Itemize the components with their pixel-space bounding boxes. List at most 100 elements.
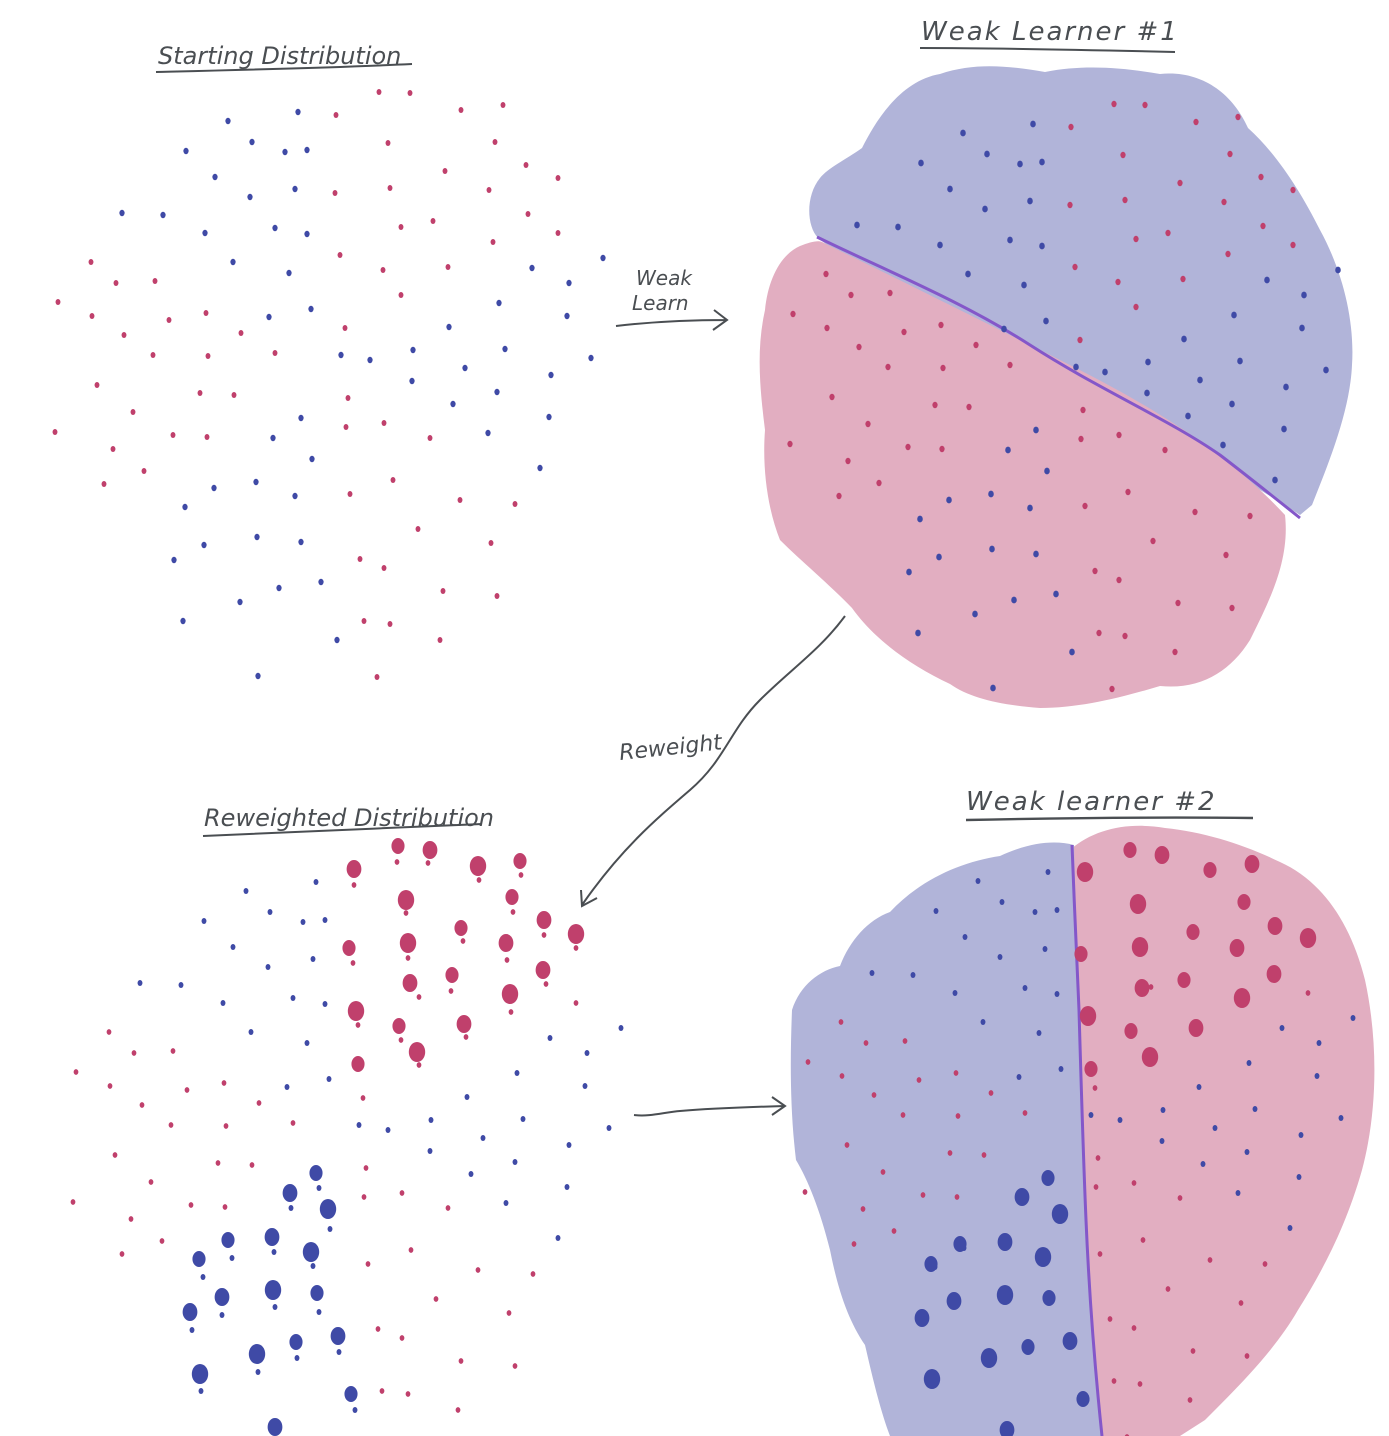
red-point bbox=[394, 859, 400, 865]
red-point bbox=[573, 945, 579, 951]
blue-point bbox=[1054, 907, 1060, 913]
blue-point bbox=[326, 1076, 332, 1082]
blue-point bbox=[292, 492, 298, 500]
blue-point bbox=[946, 496, 952, 504]
blue-point bbox=[468, 1171, 474, 1177]
red-point bbox=[940, 364, 946, 372]
red-point bbox=[355, 1022, 361, 1028]
blue-point bbox=[180, 617, 186, 625]
blue-point bbox=[336, 1349, 342, 1355]
weak-learn-label-line1: Weak bbox=[636, 266, 693, 290]
blue-point bbox=[869, 970, 875, 976]
red-point bbox=[494, 593, 500, 599]
blue-point bbox=[171, 556, 177, 564]
red-point bbox=[938, 321, 944, 329]
red-point bbox=[381, 565, 387, 571]
blue-point bbox=[1016, 1074, 1022, 1080]
blue-point bbox=[334, 636, 340, 644]
red-point bbox=[148, 1179, 154, 1185]
red-point bbox=[475, 1267, 481, 1273]
red-point bbox=[1207, 1257, 1213, 1263]
weighted-red-point bbox=[1154, 846, 1170, 864]
weighted-blue-point bbox=[997, 1233, 1013, 1251]
blue-point bbox=[338, 351, 344, 359]
red-point bbox=[802, 1189, 808, 1195]
blue-point bbox=[254, 533, 260, 541]
weighted-red-point bbox=[1076, 862, 1094, 882]
blue-point bbox=[1027, 197, 1033, 205]
red-point bbox=[405, 1391, 411, 1397]
blue-point bbox=[1027, 504, 1033, 512]
red-point bbox=[1177, 179, 1183, 187]
blue-point bbox=[999, 899, 1005, 905]
blue-point bbox=[1296, 1174, 1302, 1180]
red-point bbox=[89, 313, 95, 319]
red-point bbox=[1022, 1110, 1028, 1116]
red-point bbox=[221, 1080, 227, 1086]
red-point bbox=[379, 1388, 385, 1394]
blue-point bbox=[600, 254, 606, 262]
red-point bbox=[101, 481, 107, 487]
weighted-red-point bbox=[408, 1042, 426, 1062]
blue-point bbox=[588, 354, 594, 362]
red-point bbox=[458, 1358, 464, 1364]
red-point bbox=[490, 239, 496, 245]
blue-point bbox=[566, 1142, 572, 1148]
blue-point bbox=[160, 211, 166, 219]
blue-point bbox=[1338, 1115, 1344, 1121]
red-point bbox=[829, 393, 835, 401]
blue-point bbox=[1117, 1117, 1123, 1123]
blue-point bbox=[962, 934, 968, 940]
red-point bbox=[1192, 508, 1198, 516]
blue-point bbox=[367, 356, 373, 364]
blue-point bbox=[1200, 1161, 1206, 1167]
red-point bbox=[901, 328, 907, 336]
red-point bbox=[387, 185, 393, 191]
blue-point bbox=[1017, 160, 1023, 168]
blue-point bbox=[1073, 363, 1079, 371]
red-point bbox=[159, 1238, 165, 1244]
starting-distribution-points bbox=[52, 89, 606, 680]
weighted-red-point bbox=[536, 911, 552, 929]
red-point bbox=[541, 932, 547, 938]
weighted-red-point bbox=[1233, 988, 1251, 1008]
weighted-red-point bbox=[535, 961, 551, 979]
red-point bbox=[463, 1034, 469, 1040]
red-point bbox=[1137, 1381, 1143, 1387]
weak-learner-2-underline bbox=[965, 816, 1254, 822]
red-point bbox=[510, 909, 516, 915]
weighted-red-point bbox=[1237, 894, 1251, 910]
red-point bbox=[387, 621, 393, 627]
weighted-blue-point bbox=[192, 1251, 206, 1267]
red-point bbox=[1131, 1180, 1137, 1186]
red-point bbox=[360, 1095, 366, 1101]
blue-point bbox=[990, 684, 996, 692]
blue-point bbox=[267, 909, 273, 915]
blue-point bbox=[1196, 1084, 1202, 1090]
red-point bbox=[110, 446, 116, 452]
weighted-red-point bbox=[1141, 1047, 1159, 1067]
red-point bbox=[1180, 275, 1186, 283]
red-point bbox=[170, 432, 176, 438]
weighted-blue-point bbox=[191, 1364, 209, 1384]
reweight-arrow bbox=[580, 615, 846, 908]
blue-point bbox=[322, 1001, 328, 1007]
blue-point bbox=[327, 1226, 333, 1232]
weighted-red-point bbox=[422, 841, 438, 859]
red-point bbox=[876, 479, 882, 487]
red-point bbox=[488, 540, 494, 546]
blue-point bbox=[494, 388, 500, 396]
blue-point bbox=[304, 230, 310, 238]
weighted-red-point bbox=[456, 1015, 472, 1033]
blue-point bbox=[989, 545, 995, 553]
blue-point bbox=[1033, 426, 1039, 434]
red-point bbox=[555, 175, 561, 181]
weighted-red-point bbox=[1188, 1019, 1204, 1037]
red-point bbox=[871, 1092, 877, 1098]
red-point bbox=[119, 1251, 125, 1257]
blue-point bbox=[1231, 311, 1237, 319]
red-point bbox=[215, 1160, 221, 1166]
blue-point bbox=[502, 345, 508, 353]
blue-point bbox=[230, 944, 236, 950]
blue-point bbox=[496, 299, 502, 307]
